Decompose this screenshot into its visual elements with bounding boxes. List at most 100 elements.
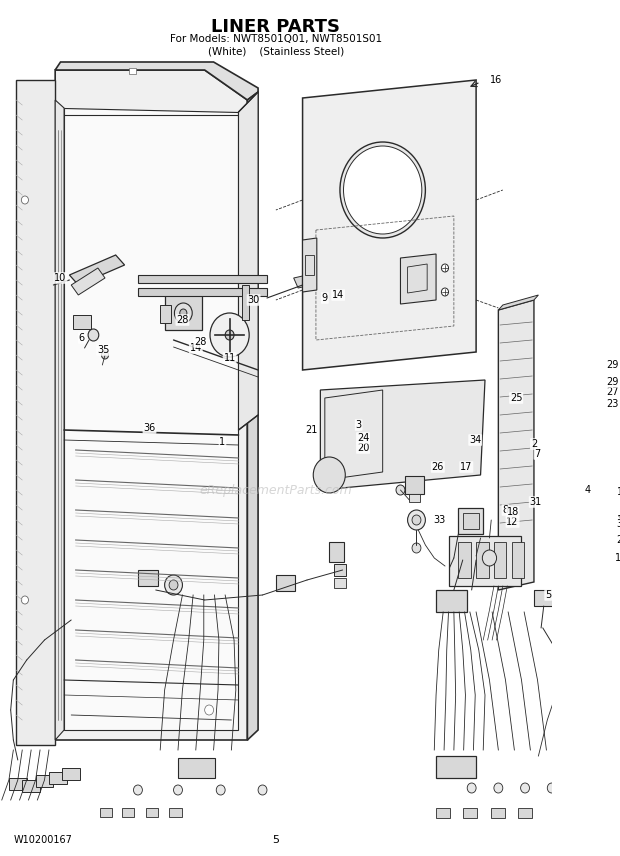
Bar — [450, 536, 521, 586]
Text: 22: 22 — [617, 535, 620, 545]
Polygon shape — [69, 255, 125, 285]
Polygon shape — [138, 288, 267, 296]
Polygon shape — [401, 254, 436, 304]
Bar — [62, 768, 80, 780]
Polygon shape — [498, 295, 538, 310]
Text: 28: 28 — [176, 315, 188, 325]
Bar — [534, 590, 554, 606]
Circle shape — [482, 550, 497, 566]
Text: 5: 5 — [545, 590, 551, 600]
Bar — [169, 808, 182, 817]
Bar — [122, 808, 135, 817]
Bar — [574, 772, 596, 788]
Text: 12: 12 — [507, 517, 519, 527]
Circle shape — [169, 580, 178, 590]
Text: 35: 35 — [97, 345, 109, 355]
Bar — [35, 775, 53, 787]
Polygon shape — [247, 92, 258, 740]
Polygon shape — [16, 80, 55, 745]
Text: 17: 17 — [460, 462, 472, 472]
Bar — [334, 564, 346, 576]
Text: W10200167: W10200167 — [14, 835, 72, 845]
Text: 16: 16 — [490, 75, 503, 85]
Bar — [458, 542, 471, 578]
Circle shape — [165, 575, 182, 595]
Bar — [178, 758, 215, 778]
Circle shape — [21, 596, 29, 604]
Circle shape — [407, 510, 425, 530]
Text: 32: 32 — [617, 519, 620, 529]
Text: 15: 15 — [617, 487, 620, 497]
Circle shape — [21, 196, 29, 204]
Text: 26: 26 — [432, 462, 444, 472]
Text: 24: 24 — [357, 433, 370, 443]
Circle shape — [396, 485, 405, 495]
Bar — [587, 538, 601, 548]
Polygon shape — [303, 238, 317, 292]
Bar — [49, 772, 67, 784]
Text: 6: 6 — [79, 333, 85, 343]
Text: LINER PARTS: LINER PARTS — [211, 18, 340, 36]
Circle shape — [412, 543, 421, 553]
Polygon shape — [55, 100, 64, 740]
Circle shape — [521, 783, 529, 793]
Bar — [436, 590, 467, 612]
Circle shape — [569, 489, 579, 501]
Bar — [463, 513, 479, 529]
Text: eReplacementParts.com: eReplacementParts.com — [200, 484, 352, 496]
Polygon shape — [321, 380, 485, 490]
Text: 2: 2 — [531, 439, 537, 449]
Text: 13: 13 — [617, 515, 620, 525]
Circle shape — [88, 329, 99, 341]
Bar — [598, 555, 613, 567]
Circle shape — [547, 783, 556, 793]
Text: 18: 18 — [507, 507, 519, 517]
Text: 19: 19 — [615, 553, 620, 563]
Polygon shape — [64, 108, 239, 730]
Bar — [329, 542, 343, 562]
Polygon shape — [303, 80, 476, 370]
Text: 7: 7 — [534, 449, 541, 459]
Text: 9: 9 — [322, 293, 328, 303]
Polygon shape — [294, 272, 325, 288]
Polygon shape — [239, 92, 258, 430]
Text: For Models: NWT8501Q01, NWT8501S01: For Models: NWT8501Q01, NWT8501S01 — [170, 34, 382, 44]
Circle shape — [102, 351, 108, 359]
Bar — [518, 808, 532, 818]
Bar — [458, 508, 483, 534]
Polygon shape — [587, 500, 607, 521]
Circle shape — [210, 313, 249, 357]
Circle shape — [343, 146, 422, 234]
Bar — [160, 305, 171, 323]
Circle shape — [216, 785, 225, 795]
Text: 11: 11 — [223, 353, 236, 363]
Text: 14: 14 — [332, 290, 344, 300]
Bar — [491, 808, 505, 818]
Text: 28: 28 — [194, 337, 206, 347]
Polygon shape — [55, 70, 247, 740]
Polygon shape — [55, 62, 258, 100]
Circle shape — [180, 309, 187, 317]
Circle shape — [441, 264, 448, 272]
Circle shape — [441, 288, 448, 296]
Text: 5: 5 — [272, 835, 280, 845]
Bar — [276, 575, 296, 591]
Bar — [334, 578, 346, 588]
Circle shape — [467, 783, 476, 793]
Bar — [22, 780, 40, 792]
Circle shape — [313, 457, 345, 493]
Bar — [100, 808, 112, 817]
Circle shape — [133, 785, 143, 795]
Text: 20: 20 — [357, 443, 370, 453]
Text: 10: 10 — [55, 273, 66, 283]
Circle shape — [340, 142, 425, 238]
Bar — [436, 756, 476, 778]
Text: 34: 34 — [469, 435, 481, 445]
Text: 3: 3 — [356, 420, 361, 430]
Circle shape — [174, 303, 192, 323]
Text: 21: 21 — [305, 425, 317, 435]
Text: 31: 31 — [529, 497, 542, 507]
Bar — [512, 542, 524, 578]
Bar — [595, 478, 611, 490]
Bar — [476, 542, 489, 578]
